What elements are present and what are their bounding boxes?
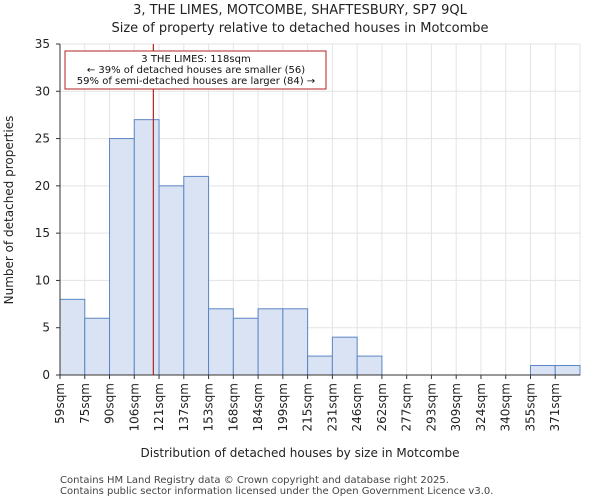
bar-59sqm <box>59 298 86 376</box>
bar-121sqm <box>158 185 185 376</box>
bar-215sqm <box>307 355 333 376</box>
x-tick-label: 137sqm <box>177 383 191 431</box>
y-tick-label: 20 <box>35 179 50 193</box>
annotation-line-2: ← 39% of detached houses are smaller (56… <box>87 65 305 76</box>
y-tick-label: 30 <box>35 84 50 98</box>
y-tick-label: 10 <box>35 273 50 287</box>
footer-line-1: Contains HM Land Registry data © Crown c… <box>60 475 449 486</box>
x-tick-label: 106sqm <box>127 383 141 431</box>
bar-153sqm <box>208 308 234 376</box>
x-tick-label: 184sqm <box>251 383 265 431</box>
annotation-line-1: 3 THE LIMES: 118sqm <box>141 54 250 65</box>
bar-184sqm <box>257 308 284 376</box>
y-axis-label: Number of detached properties <box>2 116 16 305</box>
bar-90sqm <box>109 138 135 376</box>
bar-137sqm <box>183 175 210 376</box>
bar-75sqm <box>84 317 111 376</box>
x-tick-label: 277sqm <box>400 383 414 431</box>
x-tick-label: 231sqm <box>325 383 339 431</box>
x-tick-label: 371sqm <box>548 383 562 431</box>
x-tick-label: 199sqm <box>276 383 290 431</box>
bar-106sqm <box>133 119 160 376</box>
y-tick-label: 25 <box>35 132 50 146</box>
x-tick-label: 121sqm <box>152 383 166 431</box>
bar-355sqm <box>529 365 556 376</box>
bar-168sqm <box>232 317 259 376</box>
annotation-frame <box>64 50 327 90</box>
annotation-box: 3 THE LIMES: 118sqm ← 39% of detached ho… <box>64 50 327 90</box>
x-tick-label: 309sqm <box>449 383 463 431</box>
x-tick-label: 168sqm <box>226 383 240 431</box>
x-tick-label: 59sqm <box>53 383 67 424</box>
x-tick-label: 75sqm <box>78 383 92 424</box>
y-tick-label: 15 <box>35 226 50 240</box>
x-tick-label: 153sqm <box>202 383 216 431</box>
bar-246sqm <box>356 355 383 376</box>
x-tick-label: 246sqm <box>350 383 364 431</box>
footer-line-2: Contains public sector information licen… <box>60 486 493 497</box>
bar-371sqm <box>554 365 581 376</box>
y-tick-label: 0 <box>42 368 50 382</box>
x-tick-label: 293sqm <box>424 383 438 431</box>
chart-title: 3, THE LIMES, MOTCOMBE, SHAFTESBURY, SP7… <box>133 3 468 18</box>
x-tick-label: 90sqm <box>103 383 117 424</box>
x-tick-label: 324sqm <box>474 383 488 431</box>
x-tick-label: 340sqm <box>499 383 513 431</box>
bar-199sqm <box>282 308 309 376</box>
x-axis-label: Distribution of detached houses by size … <box>141 446 460 460</box>
y-ticks: 0 5 10 15 20 25 30 35 <box>35 37 60 382</box>
x-tick-label: 262sqm <box>375 383 389 431</box>
chart-subtitle: Size of property relative to detached ho… <box>111 21 488 36</box>
y-tick-label: 5 <box>42 321 50 335</box>
x-tick-label: 215sqm <box>301 383 315 431</box>
x-ticks: 59sqm 75sqm 90sqm 106sqm 121sqm 137sqm 153sqm 1… <box>53 375 562 431</box>
y-tick-label: 35 <box>35 37 50 51</box>
x-tick-label: 355sqm <box>523 383 537 431</box>
bars <box>59 119 581 376</box>
annotation-line-3: 59% of semi-detached houses are larger (… <box>77 76 315 87</box>
bar-231sqm <box>331 336 358 376</box>
axes <box>59 44 580 376</box>
